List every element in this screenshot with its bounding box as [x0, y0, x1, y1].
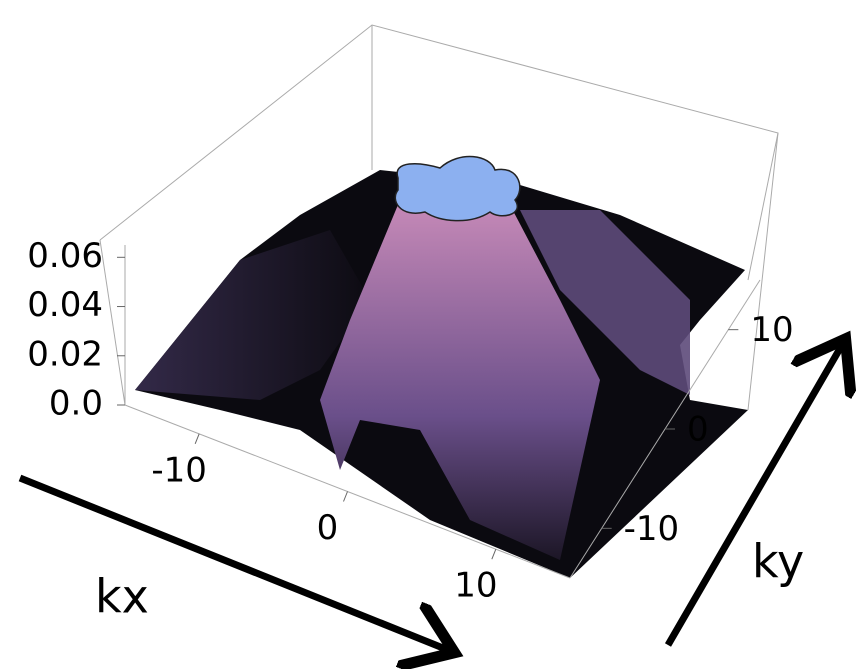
y-axis-label: ky [752, 535, 804, 589]
x-tick-label: 0 [317, 508, 339, 548]
z-tick-label: 0.02 [27, 334, 103, 374]
axis-arrows [18, 345, 842, 650]
surface [135, 155, 748, 578]
z-tick-label: 0.0 [49, 384, 103, 424]
x-tick-label: 10 [454, 566, 497, 606]
x-tick [343, 491, 348, 502]
x-tick [491, 548, 497, 560]
x-tick-label: -10 [151, 450, 207, 490]
z-tick-label: 0.06 [27, 236, 103, 276]
x-tick [194, 433, 200, 445]
y-tick-label: 0 [687, 410, 709, 450]
y-tick-label: -10 [624, 509, 680, 549]
z-tick-label: 0.04 [27, 285, 103, 325]
y-tick-label: 10 [750, 310, 793, 350]
x-axis-label: kx [95, 570, 149, 624]
